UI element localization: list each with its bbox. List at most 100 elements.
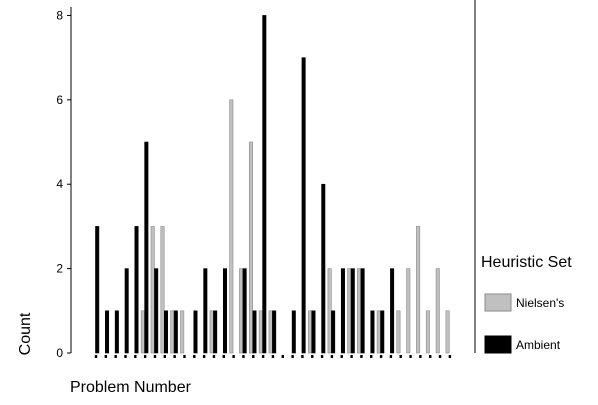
x-tick-mark [114,355,117,358]
x-tick-mark [429,355,432,358]
bar-ambient [390,268,395,354]
legend-label-ambient: Ambient [516,338,561,352]
bar-nielsens [258,310,263,354]
x-tick-mark [448,355,452,358]
y-ticks: 0 2 4 6 8 [56,8,71,360]
x-tick-mark [104,355,108,358]
bar-ambient [252,310,257,354]
x-axis-title: Problem Number [70,379,192,396]
bar-ambient [340,268,345,354]
bar-ambient [272,310,277,354]
bar-nielsens [416,226,421,354]
bar-ambient [105,310,110,354]
bar-ambient [134,226,139,354]
bar-ambient [350,268,355,354]
x-ticks [94,355,452,358]
bar-ambient [380,310,385,354]
bar-ambient [301,57,306,354]
y-tick-label: 2 [56,262,63,276]
bar-nielsens [327,268,332,354]
bar-nielsens [268,310,273,354]
x-tick-mark [409,355,412,358]
x-tick-mark [124,355,127,358]
x-tick-mark [311,355,314,358]
legend: Heuristic Set Nielsen's Ambient [481,254,572,354]
x-tick-mark [370,355,373,358]
bar-ambient [321,183,326,354]
bar-ambient [173,310,178,354]
bar-ambient [203,268,208,354]
bar-ambient [291,310,296,354]
bar-ambient [331,310,336,354]
bar-nielsens [150,226,155,354]
x-tick-mark [330,355,334,358]
x-tick-mark [281,355,284,358]
bar-ambient [222,268,227,354]
bar-ambient [370,310,375,354]
bar-nielsens [170,310,175,354]
x-tick-mark [389,355,393,358]
x-tick-mark [163,355,167,358]
x-tick-mark [261,355,265,358]
x-tick-mark [134,355,137,358]
y-tick-label: 0 [56,346,63,360]
legend-title: Heuristic Set [481,254,572,271]
bar-ambient [154,268,159,354]
bar-ambient [360,268,365,354]
legend-label-nielsens: Nielsen's [516,296,564,310]
bar-ambient [193,310,198,354]
bar-ambient [311,310,316,354]
x-tick-mark [320,355,324,358]
bar-nielsens [248,141,253,354]
bars [95,15,450,354]
bar-nielsens [180,310,185,354]
x-tick-mark [350,355,353,358]
bar-ambient [262,15,267,354]
bar-ambient [213,310,218,354]
bar-nielsens [425,310,430,354]
x-tick-mark [379,355,383,358]
x-tick-mark [212,355,216,358]
bar-nielsens [445,310,450,354]
bar-nielsens [140,310,145,354]
x-tick-mark [143,355,147,358]
x-tick-mark [222,355,225,358]
bar-nielsens [347,268,352,354]
x-tick-mark [340,355,343,358]
y-tick-label: 4 [56,177,63,191]
x-tick-mark [252,355,255,358]
x-tick-mark [301,355,304,358]
axes: 0 2 4 6 8 [56,0,476,360]
y-axis-title: Count [17,312,34,355]
bar-nielsens [435,268,440,354]
bar-nielsens [376,310,381,354]
legend-items: Nielsen's Ambient [484,293,564,354]
legend-swatch-ambient [484,335,512,354]
x-tick-mark [183,355,186,358]
bar-nielsens [357,268,362,354]
x-tick-mark [202,355,206,358]
bar-ambient [242,268,247,354]
x-tick-mark [419,355,422,358]
x-tick-mark [94,355,98,358]
x-tick-mark [291,355,294,358]
x-tick-mark [271,355,275,358]
bar-ambient [164,310,169,354]
bar-nielsens [396,310,401,354]
x-tick-mark [438,355,442,358]
x-tick-mark [232,355,235,358]
bar-nielsens [209,310,214,354]
legend-swatch-nielsens [484,293,512,312]
bar-nielsens [406,268,411,354]
x-tick-mark [173,355,176,358]
y-tick-label: 6 [56,93,63,107]
y-tick-label: 8 [56,8,63,22]
bar-nielsens [229,99,234,354]
bar-nielsens [239,268,244,354]
bar-ambient [124,268,129,354]
x-tick-mark [360,355,363,358]
bar-ambient [95,226,100,354]
bar-ambient [114,310,119,354]
bar-ambient [144,141,149,354]
